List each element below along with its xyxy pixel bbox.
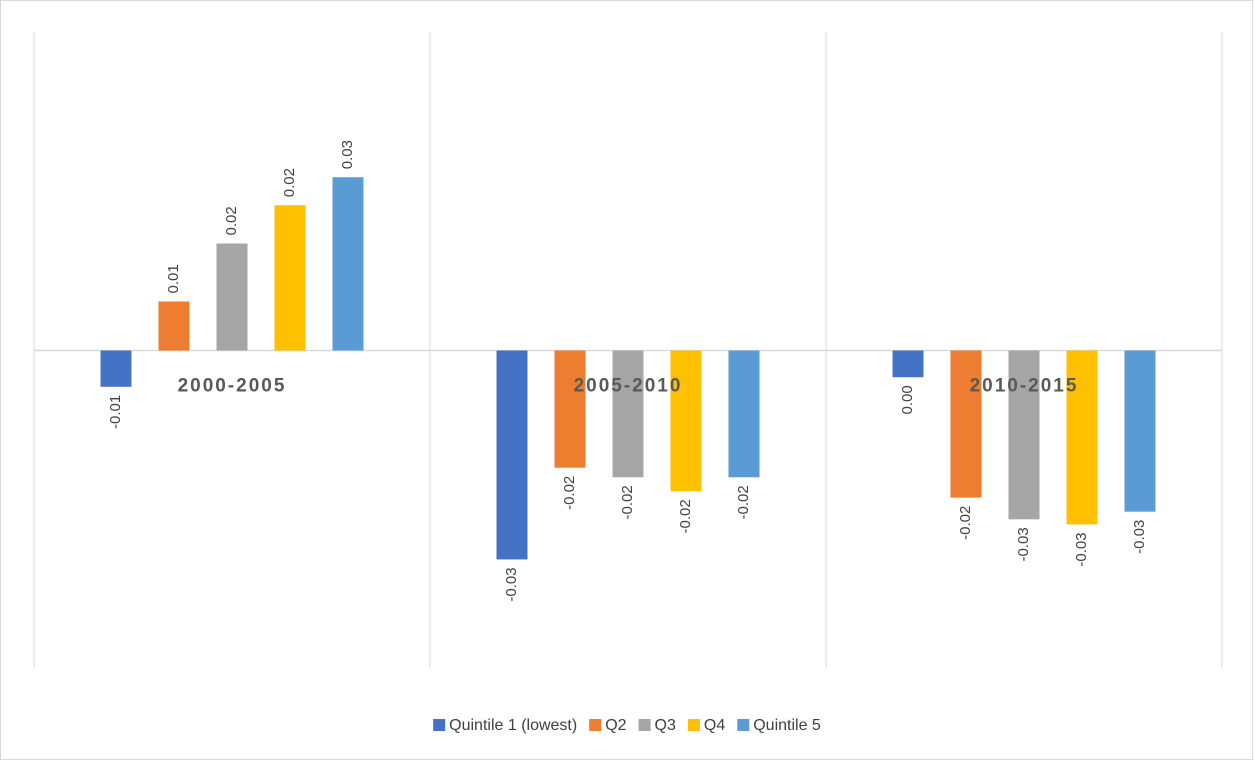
- legend-swatch: [433, 719, 446, 731]
- bar: [216, 243, 248, 351]
- category-label: 2005-2010: [574, 376, 683, 397]
- data-label: -0.01: [107, 395, 124, 429]
- legend-swatch: [589, 719, 602, 731]
- bar: [612, 350, 644, 478]
- data-label: -0.03: [1015, 527, 1032, 561]
- bar: [274, 205, 306, 351]
- bar: [1008, 350, 1040, 520]
- legend-swatch: [687, 719, 700, 731]
- data-label: -0.02: [957, 506, 974, 540]
- data-label: -0.02: [561, 476, 578, 510]
- data-label: 0.01: [165, 264, 182, 293]
- data-label: 0.00: [899, 385, 916, 414]
- bar: [1066, 350, 1098, 525]
- data-label: -0.03: [503, 567, 520, 601]
- legend-label: Q4: [704, 717, 725, 734]
- bar: [332, 177, 364, 351]
- data-label: -0.03: [1073, 532, 1090, 566]
- bar: [670, 350, 702, 492]
- data-label: 0.02: [223, 206, 240, 235]
- data-label: -0.03: [1131, 520, 1148, 554]
- category-label: 2010-2015: [970, 376, 1079, 397]
- legend-swatch: [737, 719, 750, 731]
- data-label: 0.03: [339, 140, 356, 169]
- category-label: 2000-2005: [178, 376, 287, 397]
- bar: [158, 301, 190, 351]
- bar: [554, 350, 586, 468]
- bar: [892, 350, 924, 378]
- legend-swatch: [638, 719, 651, 731]
- bar: [496, 350, 528, 560]
- data-label: -0.02: [619, 485, 636, 519]
- legend-label: Quintile 1 (lowest): [449, 717, 577, 734]
- bar: [728, 350, 760, 478]
- bar: [100, 350, 132, 387]
- data-label: -0.02: [735, 485, 752, 519]
- bar: [1124, 350, 1156, 512]
- bar: [950, 350, 982, 498]
- data-label: -0.02: [677, 499, 694, 533]
- legend-label: Q2: [605, 717, 626, 734]
- legend-label: Quintile 5: [753, 717, 821, 734]
- data-label: 0.02: [281, 168, 298, 197]
- legend-label: Q3: [655, 717, 676, 734]
